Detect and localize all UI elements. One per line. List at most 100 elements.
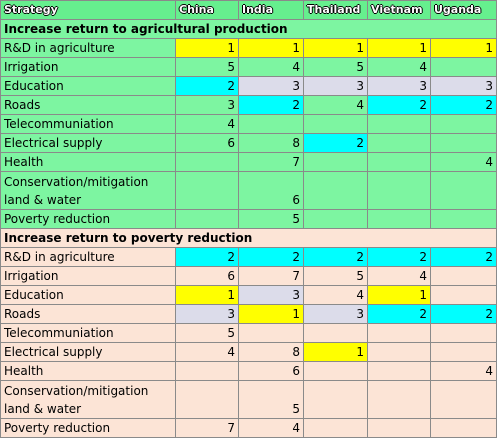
value-cell: 4 xyxy=(238,418,304,438)
value-cell xyxy=(430,57,497,77)
value-cell xyxy=(303,323,368,343)
row-label: Education xyxy=(0,76,176,96)
value-cell xyxy=(367,114,431,134)
data-row: Education 2 3 3 3 3 xyxy=(0,76,497,96)
value-cell xyxy=(367,323,431,343)
value-cell: 3 xyxy=(367,76,431,96)
value-cell xyxy=(430,285,497,305)
row-label: Poverty reduction xyxy=(0,418,176,438)
value-cell: 4 xyxy=(175,114,239,134)
value-cell: 3 xyxy=(303,76,368,96)
value-cell: 7 xyxy=(238,266,304,286)
value-cell: 6 xyxy=(238,171,304,210)
value-cell xyxy=(430,114,497,134)
value-cell: 2 xyxy=(303,133,368,153)
value-cell xyxy=(175,171,239,210)
value-cell xyxy=(430,323,497,343)
value-cell xyxy=(303,114,368,134)
value-cell: 5 xyxy=(303,57,368,77)
row-label: Health xyxy=(0,361,176,381)
value-cell: 5 xyxy=(238,209,304,229)
data-row: Telecommuniation 5 xyxy=(0,323,497,343)
value-cell: 2 xyxy=(430,95,497,115)
row-label: Irrigation xyxy=(0,57,176,77)
data-row: Poverty reduction 5 xyxy=(0,209,497,229)
column-header: Thailand xyxy=(303,0,368,20)
section-title: Increase return to agricultural producti… xyxy=(0,19,497,39)
value-cell xyxy=(430,380,497,419)
value-cell xyxy=(430,209,497,229)
value-cell xyxy=(175,380,239,419)
value-cell xyxy=(303,152,368,172)
value-cell xyxy=(303,380,368,419)
value-cell xyxy=(238,323,304,343)
value-cell: 4 xyxy=(303,285,368,305)
value-cell xyxy=(367,361,431,381)
value-cell: 4 xyxy=(367,57,431,77)
value-cell: 7 xyxy=(238,152,304,172)
value-cell: 8 xyxy=(238,133,304,153)
value-cell: 1 xyxy=(303,38,368,58)
row-label: Irrigation xyxy=(0,266,176,286)
value-cell xyxy=(303,209,368,229)
value-cell xyxy=(367,380,431,419)
data-row: Education 1 3 4 1 xyxy=(0,285,497,305)
row-label: Health xyxy=(0,152,176,172)
data-row: R&D in agriculture 2 2 2 2 2 xyxy=(0,247,497,267)
data-row: Conservation/mitigation land & water 5 xyxy=(0,380,497,419)
row-label: Poverty reduction xyxy=(0,209,176,229)
data-row: Conservation/mitigation land & water 6 xyxy=(0,171,497,210)
value-cell xyxy=(238,114,304,134)
value-cell: 3 xyxy=(238,285,304,305)
value-cell xyxy=(430,171,497,210)
value-cell: 1 xyxy=(367,38,431,58)
value-cell: 4 xyxy=(175,342,239,362)
row-label: Telecommuniation xyxy=(0,323,176,343)
data-row: Poverty reduction 7 4 xyxy=(0,418,497,438)
value-cell xyxy=(175,361,239,381)
value-cell: 2 xyxy=(175,76,239,96)
value-cell: 6 xyxy=(175,266,239,286)
column-header: India xyxy=(238,0,304,20)
value-cell: 2 xyxy=(367,304,431,324)
value-cell: 7 xyxy=(175,418,239,438)
column-header: Uganda xyxy=(430,0,497,20)
value-cell: 5 xyxy=(175,323,239,343)
value-cell xyxy=(175,209,239,229)
data-row: Irrigation 5 4 5 4 xyxy=(0,57,497,77)
value-cell: 2 xyxy=(175,247,239,267)
column-header: China xyxy=(175,0,239,20)
row-label: Roads xyxy=(0,95,176,115)
value-cell: 6 xyxy=(175,133,239,153)
value-cell: 1 xyxy=(238,38,304,58)
value-cell: 2 xyxy=(303,247,368,267)
row-label: Roads xyxy=(0,304,176,324)
data-row: Electrical supply 4 8 1 xyxy=(0,342,497,362)
data-row: Electrical supply 6 8 2 xyxy=(0,133,497,153)
value-cell xyxy=(303,418,368,438)
header-row: Strategy China India Thailand Vietnam Uganda xyxy=(0,0,497,20)
data-row: Roads 3 2 4 2 2 xyxy=(0,95,497,115)
value-cell: 4 xyxy=(367,266,431,286)
value-cell: 1 xyxy=(238,304,304,324)
value-cell: 2 xyxy=(367,95,431,115)
value-cell xyxy=(303,171,368,210)
value-cell: 2 xyxy=(430,247,497,267)
value-cell: 1 xyxy=(430,38,497,58)
value-cell: 4 xyxy=(303,95,368,115)
value-cell: 4 xyxy=(430,152,497,172)
value-cell: 1 xyxy=(367,285,431,305)
value-cell: 1 xyxy=(303,342,368,362)
value-cell xyxy=(367,418,431,438)
column-header: Strategy xyxy=(0,0,176,20)
value-cell: 2 xyxy=(238,247,304,267)
value-cell xyxy=(367,133,431,153)
column-header: Vietnam xyxy=(367,0,431,20)
row-label: Conservation/mitigation land & water xyxy=(0,380,176,419)
row-label: R&D in agriculture xyxy=(0,38,176,58)
row-label: Telecommuniation xyxy=(0,114,176,134)
section-row: Increase return to poverty reduction xyxy=(0,228,497,248)
value-cell: 2 xyxy=(238,95,304,115)
